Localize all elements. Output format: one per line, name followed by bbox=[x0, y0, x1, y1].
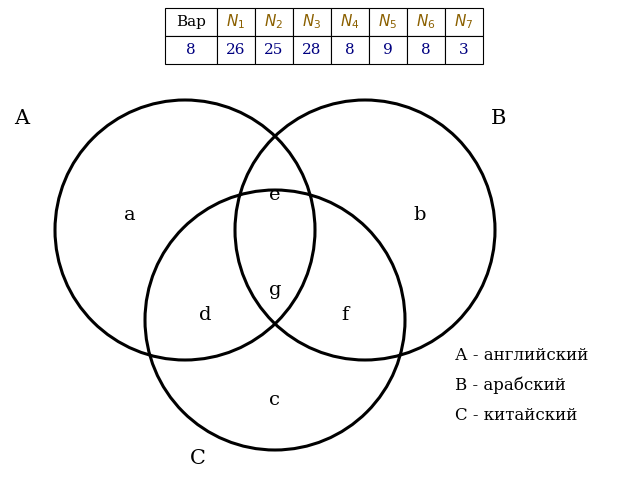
Text: 25: 25 bbox=[264, 43, 284, 57]
Text: A: A bbox=[14, 109, 30, 127]
Text: $\mathit{N}_{2}$: $\mathit{N}_{2}$ bbox=[264, 12, 283, 31]
Text: $\mathit{N}_{5}$: $\mathit{N}_{5}$ bbox=[379, 12, 398, 31]
Text: c: c bbox=[269, 391, 281, 409]
Bar bbox=[407, 36, 445, 64]
Bar bbox=[165, 36, 217, 64]
Text: $\mathit{N}_{6}$: $\mathit{N}_{6}$ bbox=[416, 12, 436, 31]
Bar bbox=[445, 8, 483, 36]
Text: a: a bbox=[124, 206, 136, 224]
Bar bbox=[255, 36, 293, 64]
Text: C: C bbox=[190, 448, 206, 468]
Text: 8: 8 bbox=[345, 43, 355, 57]
Bar bbox=[293, 36, 331, 64]
Text: 28: 28 bbox=[302, 43, 322, 57]
Bar bbox=[165, 8, 217, 36]
Text: 3: 3 bbox=[459, 43, 469, 57]
Bar bbox=[293, 8, 331, 36]
Text: 9: 9 bbox=[383, 43, 393, 57]
Text: $\mathit{N}_{3}$: $\mathit{N}_{3}$ bbox=[302, 12, 322, 31]
Text: А - английский: А - английский bbox=[455, 346, 588, 364]
Bar bbox=[331, 8, 369, 36]
Text: f: f bbox=[342, 306, 349, 324]
Text: g: g bbox=[269, 281, 281, 299]
Text: $\mathit{N}_{1}$: $\mathit{N}_{1}$ bbox=[227, 12, 246, 31]
Text: B: B bbox=[490, 109, 506, 127]
Bar bbox=[217, 36, 255, 64]
Bar bbox=[407, 8, 445, 36]
Text: b: b bbox=[414, 206, 426, 224]
Text: $\mathit{N}_{7}$: $\mathit{N}_{7}$ bbox=[455, 12, 474, 31]
Text: 8: 8 bbox=[186, 43, 196, 57]
Text: 8: 8 bbox=[421, 43, 431, 57]
Text: e: e bbox=[269, 186, 281, 204]
Text: С - китайский: С - китайский bbox=[455, 407, 577, 423]
Bar bbox=[369, 8, 407, 36]
Text: В - арабский: В - арабский bbox=[455, 376, 566, 394]
Bar bbox=[369, 36, 407, 64]
Text: 26: 26 bbox=[226, 43, 246, 57]
Bar bbox=[445, 36, 483, 64]
Bar bbox=[255, 8, 293, 36]
Bar bbox=[331, 36, 369, 64]
Text: Вар: Вар bbox=[176, 15, 206, 29]
Bar bbox=[217, 8, 255, 36]
Text: d: d bbox=[198, 306, 211, 324]
Text: $\mathit{N}_{4}$: $\mathit{N}_{4}$ bbox=[340, 12, 360, 31]
